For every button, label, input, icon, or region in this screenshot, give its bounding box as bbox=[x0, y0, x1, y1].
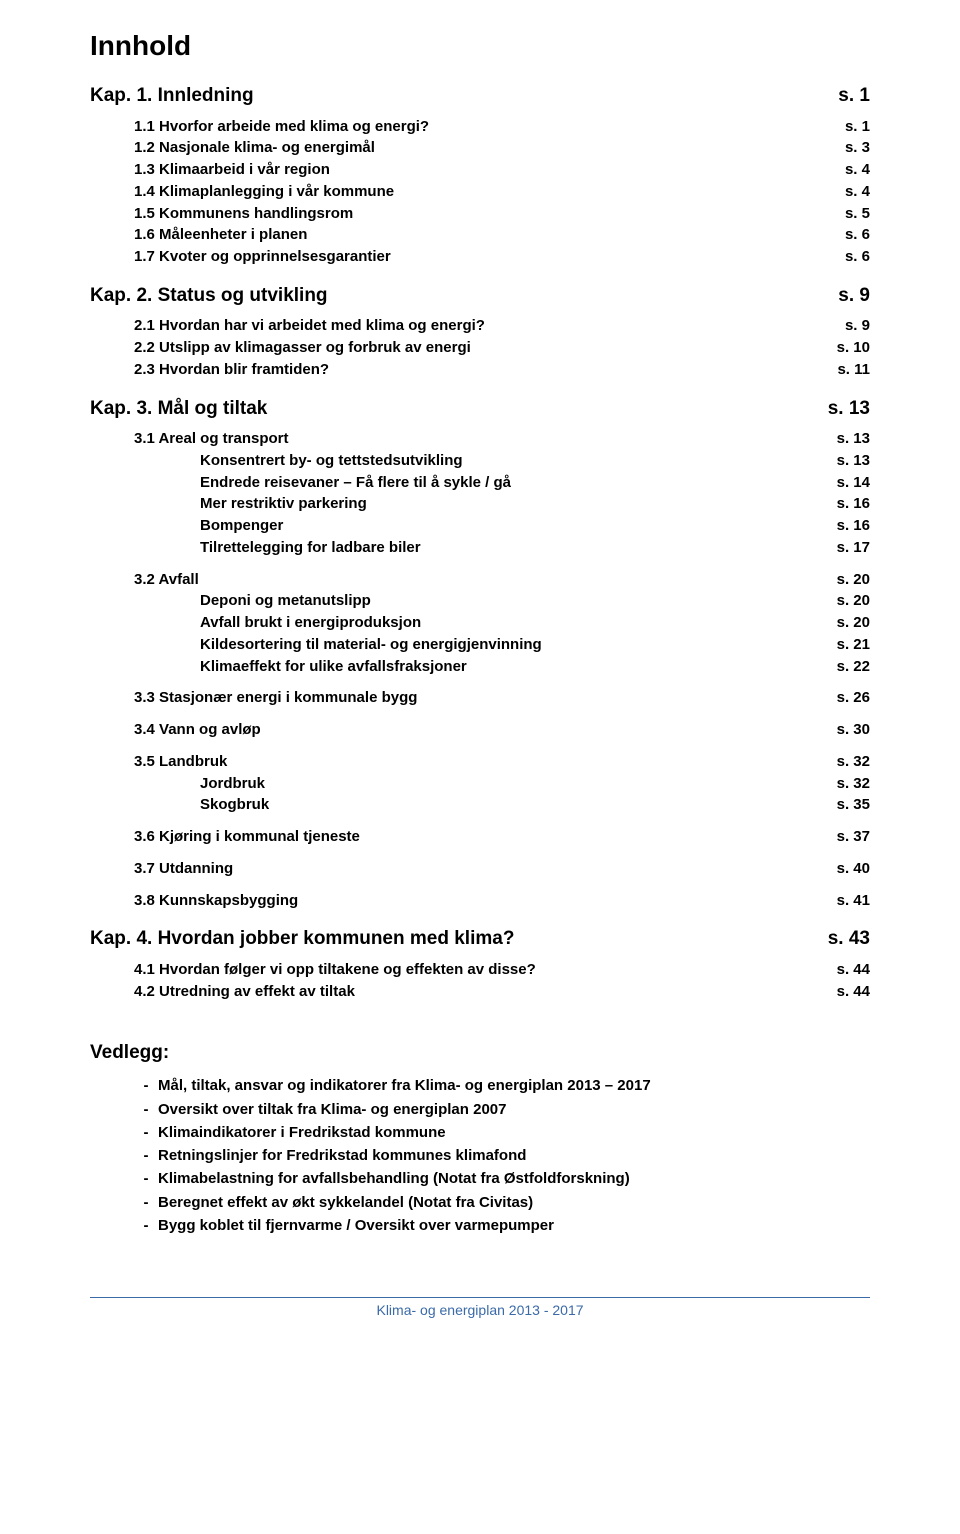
toc-subitem-page: s. 20 bbox=[817, 590, 870, 612]
appendix-item: -Beregnet effekt av økt sykkelandel (Not… bbox=[134, 1191, 870, 1214]
toc-section-label: 3.7 Utdanning bbox=[134, 858, 233, 880]
appendix-item-text: Retningslinjer for Fredrikstad kommunes … bbox=[158, 1144, 526, 1167]
toc-subitem-page: s. 14 bbox=[817, 472, 870, 494]
toc-section-page: s. 44 bbox=[817, 981, 870, 1003]
toc-section-page: s. 40 bbox=[817, 858, 870, 880]
toc-chapter-label: Kap. 3. Mål og tiltak bbox=[90, 395, 267, 423]
toc-section-label: 1.5 Kommunens handlingsrom bbox=[134, 203, 353, 225]
toc-subitem-label: Tilrettelegging for ladbare biler bbox=[200, 537, 421, 559]
toc-subitem-label: Jordbruk bbox=[200, 773, 265, 795]
toc-subitem-page: s. 22 bbox=[817, 656, 870, 678]
appendix-item-text: Bygg koblet til fjernvarme / Oversikt ov… bbox=[158, 1214, 554, 1237]
footer: Klima- og energiplan 2013 - 2017 bbox=[90, 1297, 870, 1318]
toc-subitem-page: s. 20 bbox=[817, 612, 870, 634]
toc-section-label: 1.4 Klimaplanlegging i vår kommune bbox=[134, 181, 394, 203]
toc-section-label: 2.3 Hvordan blir framtiden? bbox=[134, 359, 329, 381]
toc-subitem-label: Klimaeffekt for ulike avfallsfraksjoner bbox=[200, 656, 467, 678]
toc-section-label: 1.6 Måleenheter i planen bbox=[134, 224, 307, 246]
toc-subitem-label: Konsentrert by- og tettstedsutvikling bbox=[200, 450, 463, 472]
toc-subitem-page: s. 16 bbox=[817, 493, 870, 515]
dash-icon: - bbox=[134, 1167, 158, 1190]
toc-section-label: 1.2 Nasjonale klima- og energimål bbox=[134, 137, 375, 159]
appendix-item: -Bygg koblet til fjernvarme / Oversikt o… bbox=[134, 1214, 870, 1237]
toc-subitem-page: s. 13 bbox=[817, 450, 870, 472]
toc-chapter-page: s. 9 bbox=[818, 282, 870, 310]
toc-subitem-page: s. 16 bbox=[817, 515, 870, 537]
toc-section-page: s. 41 bbox=[817, 890, 870, 912]
table-of-contents: Kap. 1. Innledning s. 1 1.1 Hvorfor arbeid… bbox=[90, 82, 870, 1002]
dash-icon: - bbox=[134, 1144, 158, 1167]
toc-subitem-page: s. 35 bbox=[817, 794, 870, 816]
appendix-item: -Mål, tiltak, ansvar og indikatorer fra … bbox=[134, 1074, 870, 1097]
toc-section-page: s. 6 bbox=[825, 224, 870, 246]
toc-section-page: s. 1 bbox=[825, 116, 870, 138]
toc-subitem-page: s. 21 bbox=[817, 634, 870, 656]
appendix-item-text: Oversikt over tiltak fra Klima- og energ… bbox=[158, 1098, 506, 1121]
toc-section-page: s. 37 bbox=[817, 826, 870, 848]
dash-icon: - bbox=[134, 1121, 158, 1144]
toc-section-label: 3.3 Stasjonær energi i kommunale bygg bbox=[134, 687, 417, 709]
appendix-item: -Klimabelastning for avfallsbehandling (… bbox=[134, 1167, 870, 1190]
toc-chapter-label: Kap. 1. Innledning bbox=[90, 82, 254, 110]
toc-subitem-label: Mer restriktiv parkering bbox=[200, 493, 367, 515]
toc-subitem-label: Endrede reisevaner – Få flere til å sykl… bbox=[200, 472, 511, 494]
toc-section-page: s. 3 bbox=[825, 137, 870, 159]
toc-subitem-label: Avfall brukt i energiproduksjon bbox=[200, 612, 421, 634]
toc-section-page: s. 10 bbox=[817, 337, 870, 359]
toc-chapter-label: Kap. 4. Hvordan jobber kommunen med klim… bbox=[90, 925, 514, 953]
appendix-heading: Vedlegg: bbox=[90, 1042, 870, 1064]
toc-section-page: s. 26 bbox=[817, 687, 870, 709]
toc-section-page: s. 13 bbox=[817, 428, 870, 450]
appendix-item: -Retningslinjer for Fredrikstad kommunes… bbox=[134, 1144, 870, 1167]
toc-section-label: 3.1 Areal og transport bbox=[134, 428, 288, 450]
toc-section-page: s. 11 bbox=[817, 359, 870, 381]
toc-section-label: 4.2 Utredning av effekt av tiltak bbox=[134, 981, 355, 1003]
appendix-item: -Oversikt over tiltak fra Klima- og ener… bbox=[134, 1098, 870, 1121]
dash-icon: - bbox=[134, 1098, 158, 1121]
toc-section-page: s. 20 bbox=[817, 569, 870, 591]
toc-section-page: s. 4 bbox=[825, 181, 870, 203]
dash-icon: - bbox=[134, 1214, 158, 1237]
toc-section-label: 3.5 Landbruk bbox=[134, 751, 227, 773]
toc-subitem-label: Skogbruk bbox=[200, 794, 269, 816]
toc-section-label: 4.1 Hvordan følger vi opp tiltakene og e… bbox=[134, 959, 536, 981]
toc-chapter-page: s. 1 bbox=[818, 82, 870, 110]
toc-section-label: 1.3 Klimaarbeid i vår region bbox=[134, 159, 330, 181]
appendix-item-text: Klimabelastning for avfallsbehandling (N… bbox=[158, 1167, 630, 1190]
footer-divider bbox=[90, 1297, 870, 1298]
toc-section-page: s. 30 bbox=[817, 719, 870, 741]
appendix-item: -Klimaindikatorer i Fredrikstad kommune bbox=[134, 1121, 870, 1144]
toc-section-label: 3.4 Vann og avløp bbox=[134, 719, 261, 741]
toc-section-label: 3.8 Kunnskapsbygging bbox=[134, 890, 298, 912]
toc-chapter-page: s. 13 bbox=[808, 395, 870, 423]
toc-subitem-page: s. 32 bbox=[817, 773, 870, 795]
toc-section-page: s. 9 bbox=[825, 315, 870, 337]
dash-icon: - bbox=[134, 1191, 158, 1214]
toc-section-page: s. 4 bbox=[825, 159, 870, 181]
toc-subitem-label: Bompenger bbox=[200, 515, 283, 537]
footer-text: Klima- og energiplan 2013 - 2017 bbox=[90, 1302, 870, 1318]
dash-icon: - bbox=[134, 1074, 158, 1097]
toc-subitem-label: Deponi og metanutslipp bbox=[200, 590, 371, 612]
toc-section-label: 2.1 Hvordan har vi arbeidet med klima og… bbox=[134, 315, 485, 337]
toc-section-label: 3.6 Kjøring i kommunal tjeneste bbox=[134, 826, 360, 848]
toc-section-label: 1.1 Hvorfor arbeide med klima og energi? bbox=[134, 116, 429, 138]
toc-subitem-page: s. 17 bbox=[817, 537, 870, 559]
toc-subitem-label: Kildesortering til material- og energigj… bbox=[200, 634, 542, 656]
appendix-list: -Mål, tiltak, ansvar og indikatorer fra … bbox=[134, 1074, 870, 1237]
toc-section-label: 2.2 Utslipp av klimagasser og forbruk av… bbox=[134, 337, 471, 359]
toc-section-label: 3.2 Avfall bbox=[134, 569, 199, 591]
toc-chapter-label: Kap. 2. Status og utvikling bbox=[90, 282, 328, 310]
toc-section-label: 1.7 Kvoter og opprinnelsesgarantier bbox=[134, 246, 391, 268]
toc-section-page: s. 6 bbox=[825, 246, 870, 268]
toc-chapter-page: s. 43 bbox=[808, 925, 870, 953]
toc-section-page: s. 44 bbox=[817, 959, 870, 981]
toc-section-page: s. 32 bbox=[817, 751, 870, 773]
appendix-item-text: Beregnet effekt av økt sykkelandel (Nota… bbox=[158, 1191, 533, 1214]
toc-section-page: s. 5 bbox=[825, 203, 870, 225]
page-title: Innhold bbox=[90, 30, 870, 62]
appendix-item-text: Mål, tiltak, ansvar og indikatorer fra K… bbox=[158, 1074, 651, 1097]
appendix-item-text: Klimaindikatorer i Fredrikstad kommune bbox=[158, 1121, 446, 1144]
